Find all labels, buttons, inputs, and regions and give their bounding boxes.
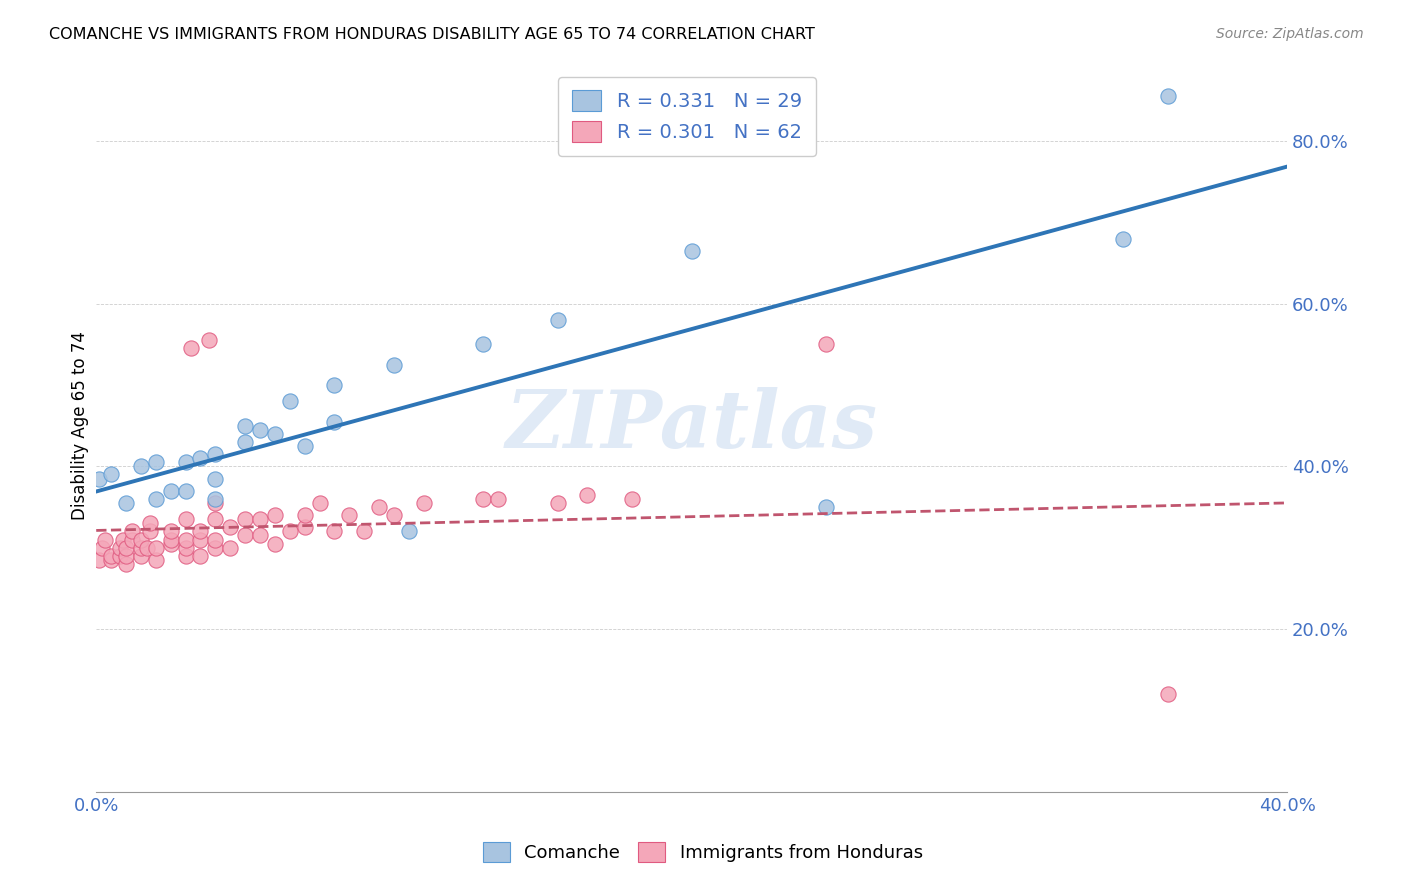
Point	[204, 496, 226, 510]
Point	[1157, 89, 1180, 103]
Point	[249, 512, 271, 526]
Point	[91, 541, 114, 555]
Point	[249, 528, 271, 542]
Text: COMANCHE VS IMMIGRANTS FROM HONDURAS DISABILITY AGE 65 TO 74 CORRELATION CHART: COMANCHE VS IMMIGRANTS FROM HONDURAS DIS…	[49, 27, 815, 42]
Point	[139, 516, 162, 531]
Point	[278, 524, 301, 539]
Point	[115, 549, 138, 563]
Point	[353, 524, 375, 539]
Point	[263, 426, 285, 441]
Point	[681, 244, 703, 258]
Point	[382, 358, 405, 372]
Point	[1157, 687, 1180, 701]
Point	[139, 524, 162, 539]
Point	[115, 557, 138, 571]
Point	[145, 553, 167, 567]
Point	[412, 496, 434, 510]
Point	[368, 500, 391, 514]
Point	[308, 496, 330, 510]
Point	[145, 491, 167, 506]
Point	[263, 508, 285, 522]
Point	[135, 541, 157, 555]
Point	[129, 549, 152, 563]
Point	[233, 434, 256, 449]
Point	[323, 415, 346, 429]
Point	[323, 378, 346, 392]
Point	[159, 536, 181, 550]
Point	[89, 471, 111, 485]
Point	[294, 520, 316, 534]
Point	[337, 508, 360, 522]
Point	[204, 541, 226, 555]
Point	[472, 491, 495, 506]
Point	[204, 471, 226, 485]
Text: ZIPatlas: ZIPatlas	[506, 387, 877, 465]
Point	[486, 491, 509, 506]
Point	[89, 553, 111, 567]
Point	[100, 553, 122, 567]
Point	[398, 524, 420, 539]
Point	[621, 491, 644, 506]
Point	[814, 500, 837, 514]
Point	[576, 488, 599, 502]
Point	[190, 524, 212, 539]
Legend: Comanche, Immigrants from Honduras: Comanche, Immigrants from Honduras	[475, 835, 931, 870]
Point	[233, 512, 256, 526]
Text: Source: ZipAtlas.com: Source: ZipAtlas.com	[1216, 27, 1364, 41]
Point	[547, 496, 569, 510]
Point	[294, 439, 316, 453]
Point	[547, 313, 569, 327]
Point	[174, 541, 197, 555]
Point	[219, 541, 242, 555]
Point	[94, 533, 117, 547]
Point	[190, 533, 212, 547]
Point	[174, 483, 197, 498]
Point	[174, 512, 197, 526]
Point	[278, 394, 301, 409]
Point	[100, 467, 122, 482]
Point	[100, 549, 122, 563]
Legend: R = 0.331   N = 29, R = 0.301   N = 62: R = 0.331 N = 29, R = 0.301 N = 62	[558, 77, 815, 156]
Point	[180, 342, 202, 356]
Point	[108, 541, 131, 555]
Point	[198, 333, 221, 347]
Point	[233, 418, 256, 433]
Point	[294, 508, 316, 522]
Point	[190, 549, 212, 563]
Point	[190, 451, 212, 466]
Point	[108, 549, 131, 563]
Point	[145, 455, 167, 469]
Point	[204, 491, 226, 506]
Point	[204, 512, 226, 526]
Point	[121, 533, 143, 547]
Point	[249, 423, 271, 437]
Point	[111, 533, 134, 547]
Point	[472, 337, 495, 351]
Point	[814, 337, 837, 351]
Point	[145, 541, 167, 555]
Point	[129, 533, 152, 547]
Point	[174, 549, 197, 563]
Point	[159, 524, 181, 539]
Point	[263, 536, 285, 550]
Point	[129, 541, 152, 555]
Point	[382, 508, 405, 522]
Point	[204, 533, 226, 547]
Point	[219, 520, 242, 534]
Point	[115, 496, 138, 510]
Point	[174, 533, 197, 547]
Point	[159, 533, 181, 547]
Point	[129, 459, 152, 474]
Point	[1112, 231, 1135, 245]
Point	[204, 447, 226, 461]
Point	[174, 455, 197, 469]
Y-axis label: Disability Age 65 to 74: Disability Age 65 to 74	[72, 331, 89, 520]
Point	[115, 541, 138, 555]
Point	[121, 524, 143, 539]
Point	[159, 483, 181, 498]
Point	[233, 528, 256, 542]
Point	[323, 524, 346, 539]
